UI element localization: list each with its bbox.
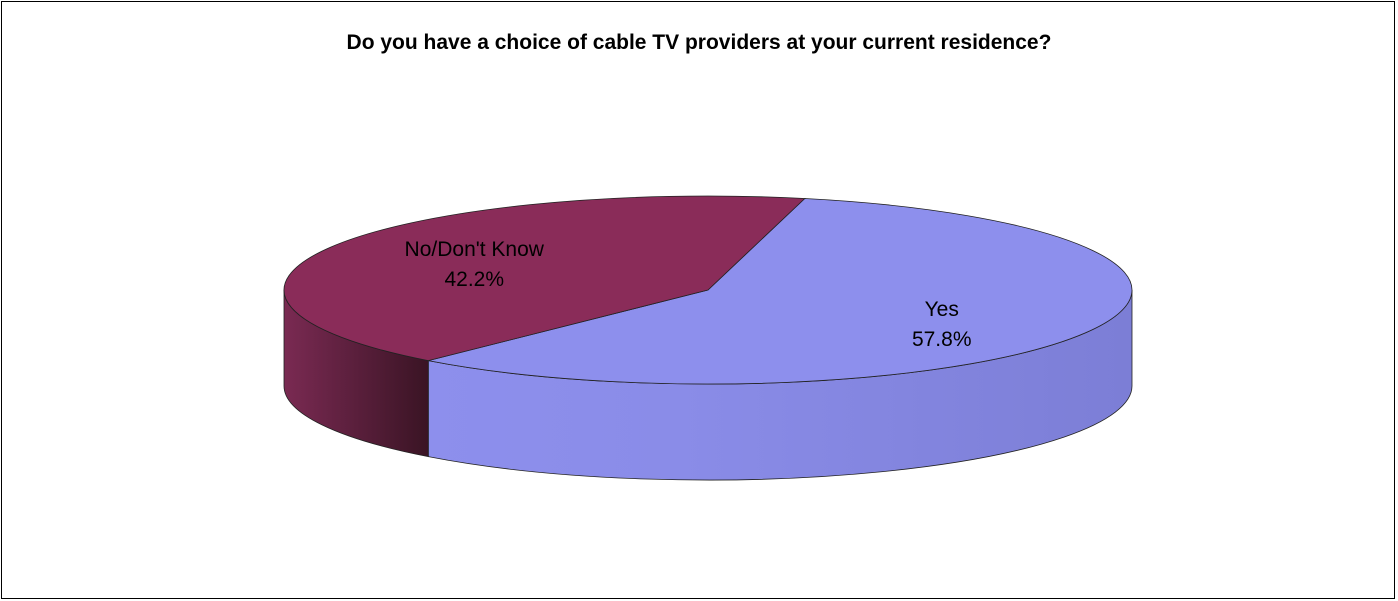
slice-value-no-don-t-know: 42.2% <box>444 268 504 291</box>
pie-slice-yes <box>428 198 1133 385</box>
chart-title: Do you have a choice of cable TV provide… <box>346 31 1052 54</box>
slice-value-yes: 57.8% <box>912 328 972 351</box>
slice-label-yes: Yes <box>925 298 959 321</box>
slice-label-no-don-t-know: No/Don't Know <box>405 238 545 261</box>
pie-slice-no-don-t-know <box>283 195 806 362</box>
